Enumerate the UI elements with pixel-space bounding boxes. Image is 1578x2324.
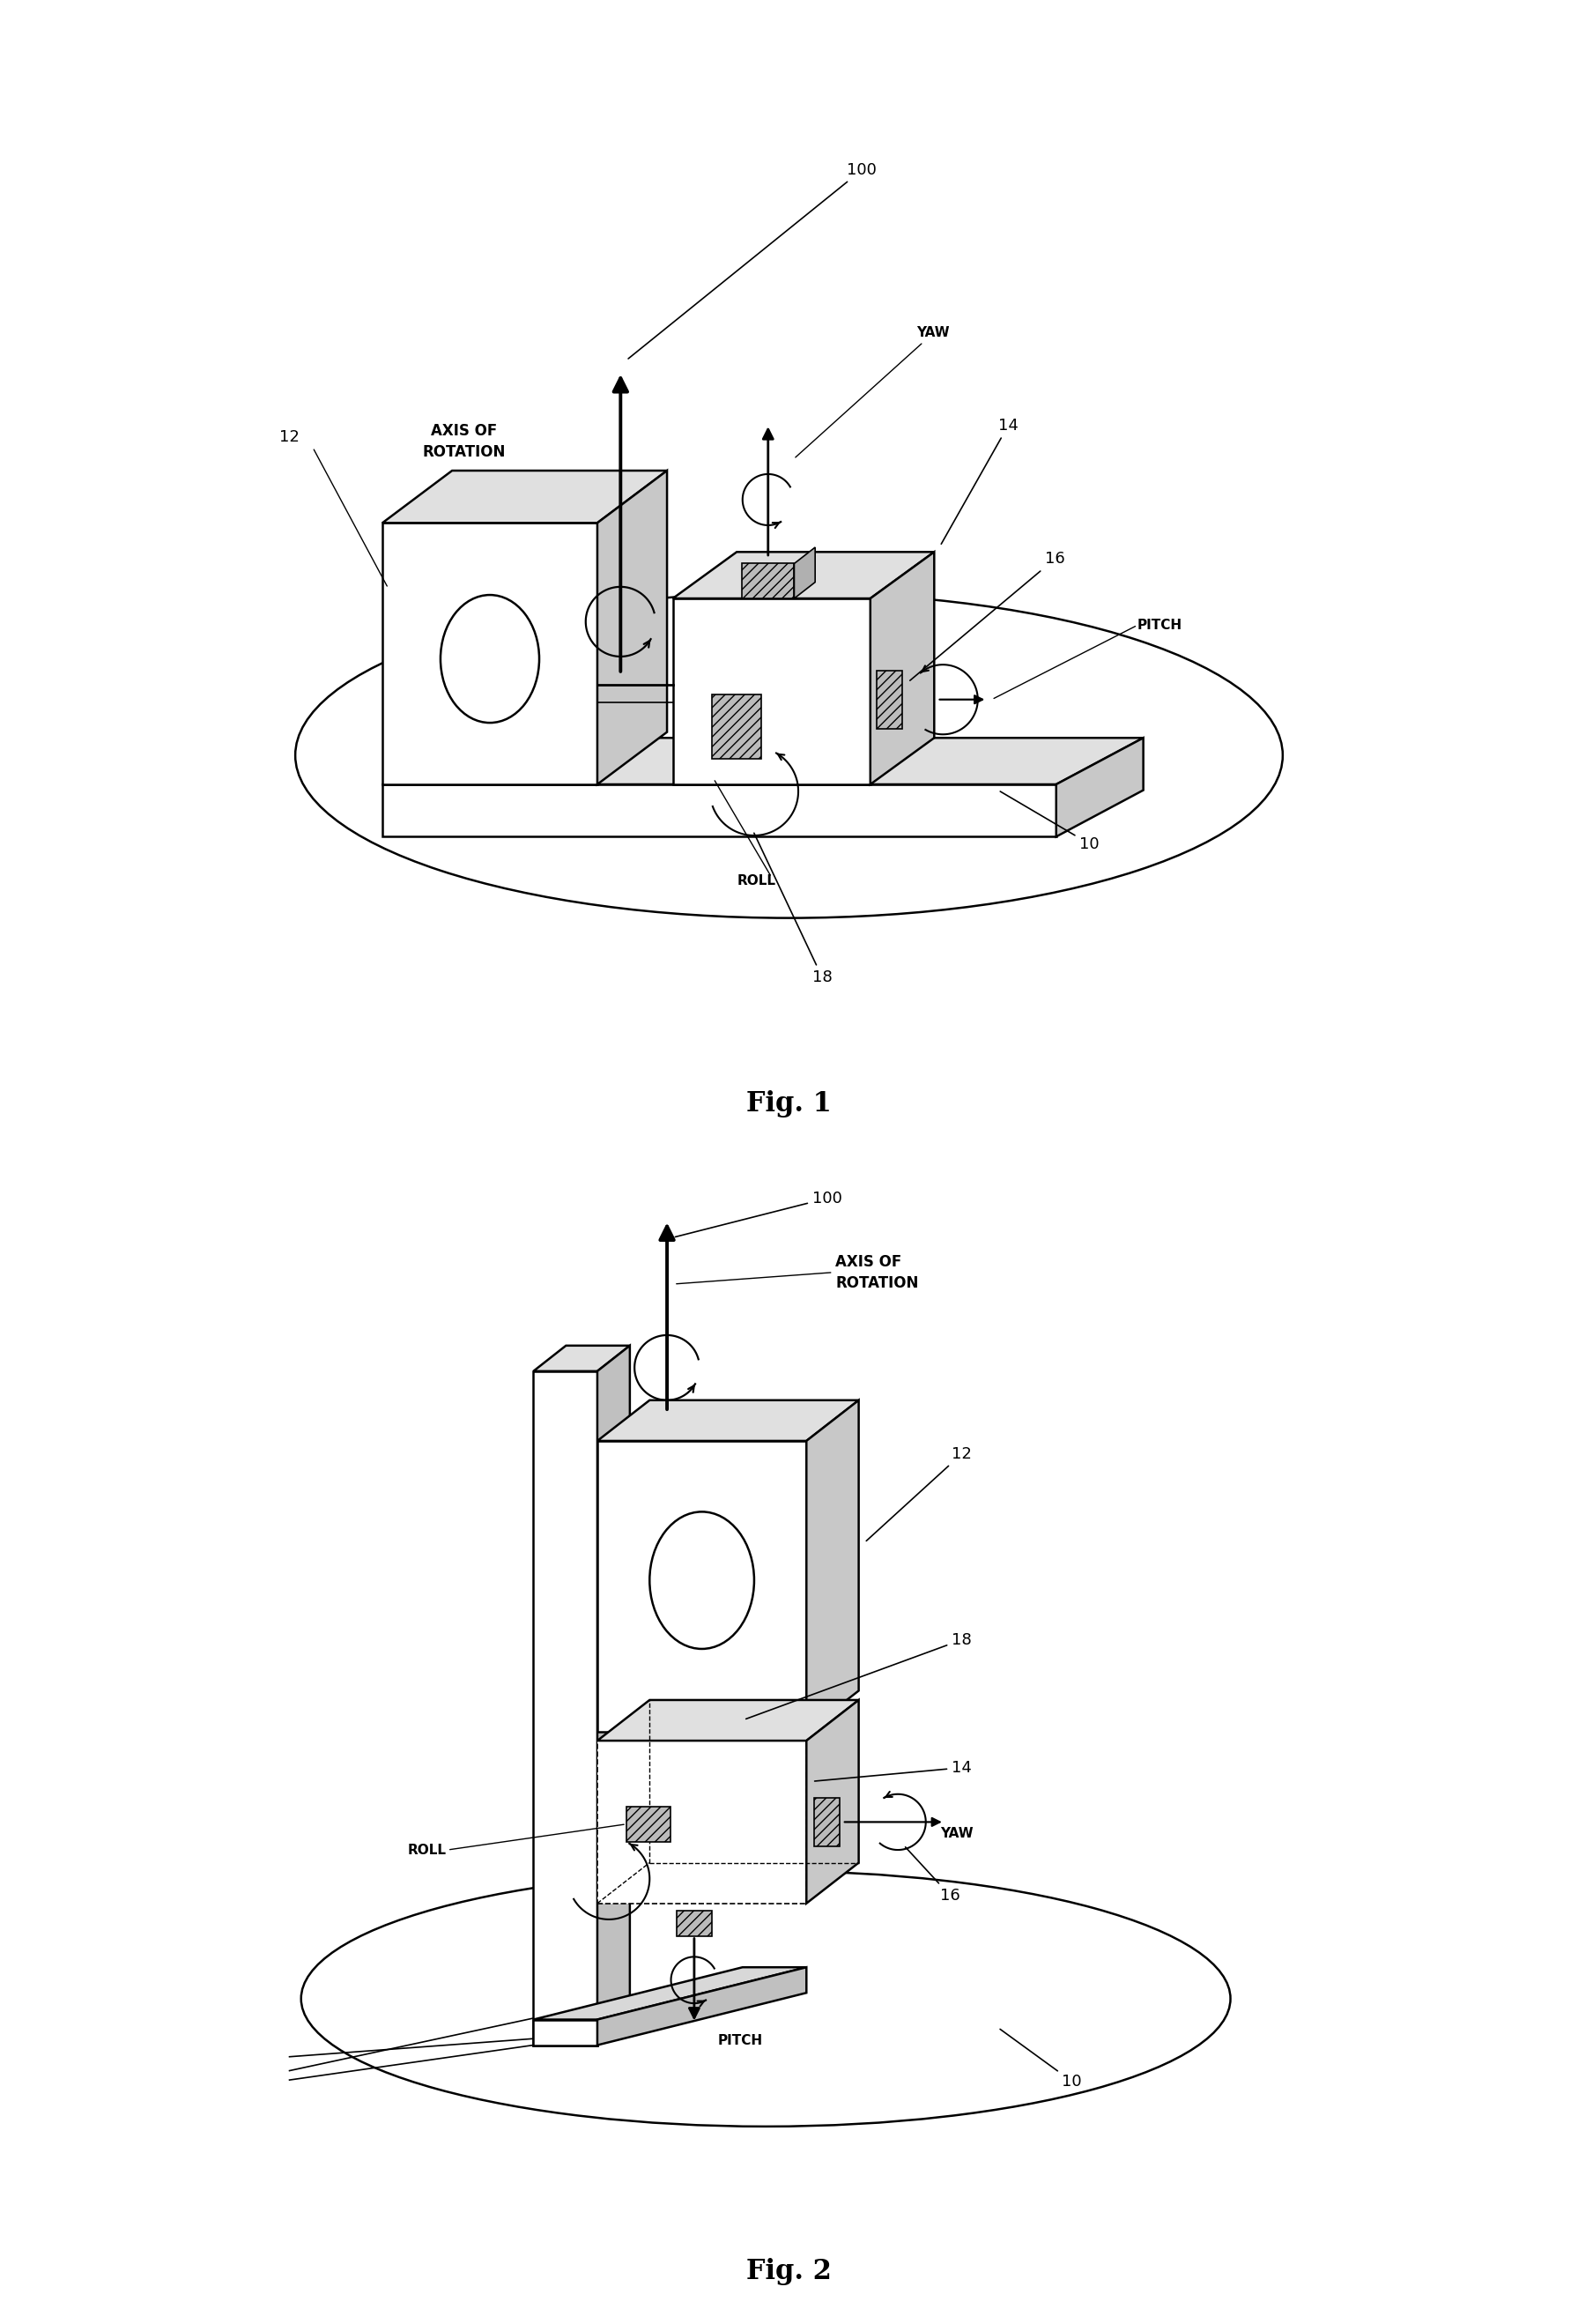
Polygon shape — [382, 739, 1144, 786]
Polygon shape — [598, 472, 667, 786]
Bar — [877, 669, 903, 730]
Polygon shape — [598, 1441, 806, 1731]
Text: 12: 12 — [279, 430, 300, 446]
Text: AXIS OF
ROTATION: AXIS OF ROTATION — [423, 423, 505, 460]
Text: 16: 16 — [911, 551, 1065, 681]
Polygon shape — [598, 1701, 858, 1741]
Text: 18: 18 — [746, 1631, 972, 1720]
Bar — [626, 1806, 671, 1841]
Text: YAW: YAW — [795, 325, 950, 458]
Polygon shape — [1056, 739, 1144, 837]
Text: 10: 10 — [1000, 2029, 1083, 2089]
Text: AXIS OF
ROTATION: AXIS OF ROTATION — [835, 1255, 918, 1290]
Polygon shape — [533, 1966, 806, 2020]
Polygon shape — [382, 523, 598, 786]
Polygon shape — [598, 1966, 806, 2045]
Polygon shape — [806, 1701, 858, 1903]
Polygon shape — [533, 1346, 630, 1371]
Text: ROLL: ROLL — [407, 1843, 447, 1857]
Bar — [712, 695, 761, 760]
Polygon shape — [598, 1741, 806, 1903]
Polygon shape — [533, 2020, 598, 2045]
Ellipse shape — [440, 595, 540, 723]
Text: ROLL: ROLL — [737, 874, 775, 888]
Text: 14: 14 — [814, 1759, 972, 1780]
Ellipse shape — [650, 1513, 754, 1650]
Text: Fig. 2: Fig. 2 — [746, 2259, 832, 2284]
Polygon shape — [533, 1371, 598, 2045]
Text: PITCH: PITCH — [718, 2034, 762, 2047]
Bar — [677, 1910, 712, 1936]
Bar — [742, 565, 794, 600]
Polygon shape — [871, 553, 934, 786]
Text: 10: 10 — [1000, 792, 1100, 853]
Polygon shape — [672, 553, 934, 600]
Text: YAW: YAW — [940, 1827, 974, 1841]
Text: 12: 12 — [866, 1446, 972, 1541]
Text: 100: 100 — [675, 1190, 843, 1236]
Text: 100: 100 — [628, 163, 877, 358]
Text: Fig. 1: Fig. 1 — [746, 1090, 832, 1118]
Polygon shape — [598, 1399, 858, 1441]
Text: 14: 14 — [940, 418, 1018, 544]
Text: PITCH: PITCH — [1138, 618, 1182, 632]
Polygon shape — [672, 600, 871, 786]
Text: 16: 16 — [906, 1848, 959, 1903]
Polygon shape — [382, 786, 1056, 837]
Bar — [814, 1799, 839, 1845]
Polygon shape — [806, 1399, 858, 1731]
Polygon shape — [794, 548, 816, 600]
Text: 18: 18 — [754, 832, 832, 985]
Polygon shape — [598, 1346, 630, 2045]
Polygon shape — [382, 472, 667, 523]
